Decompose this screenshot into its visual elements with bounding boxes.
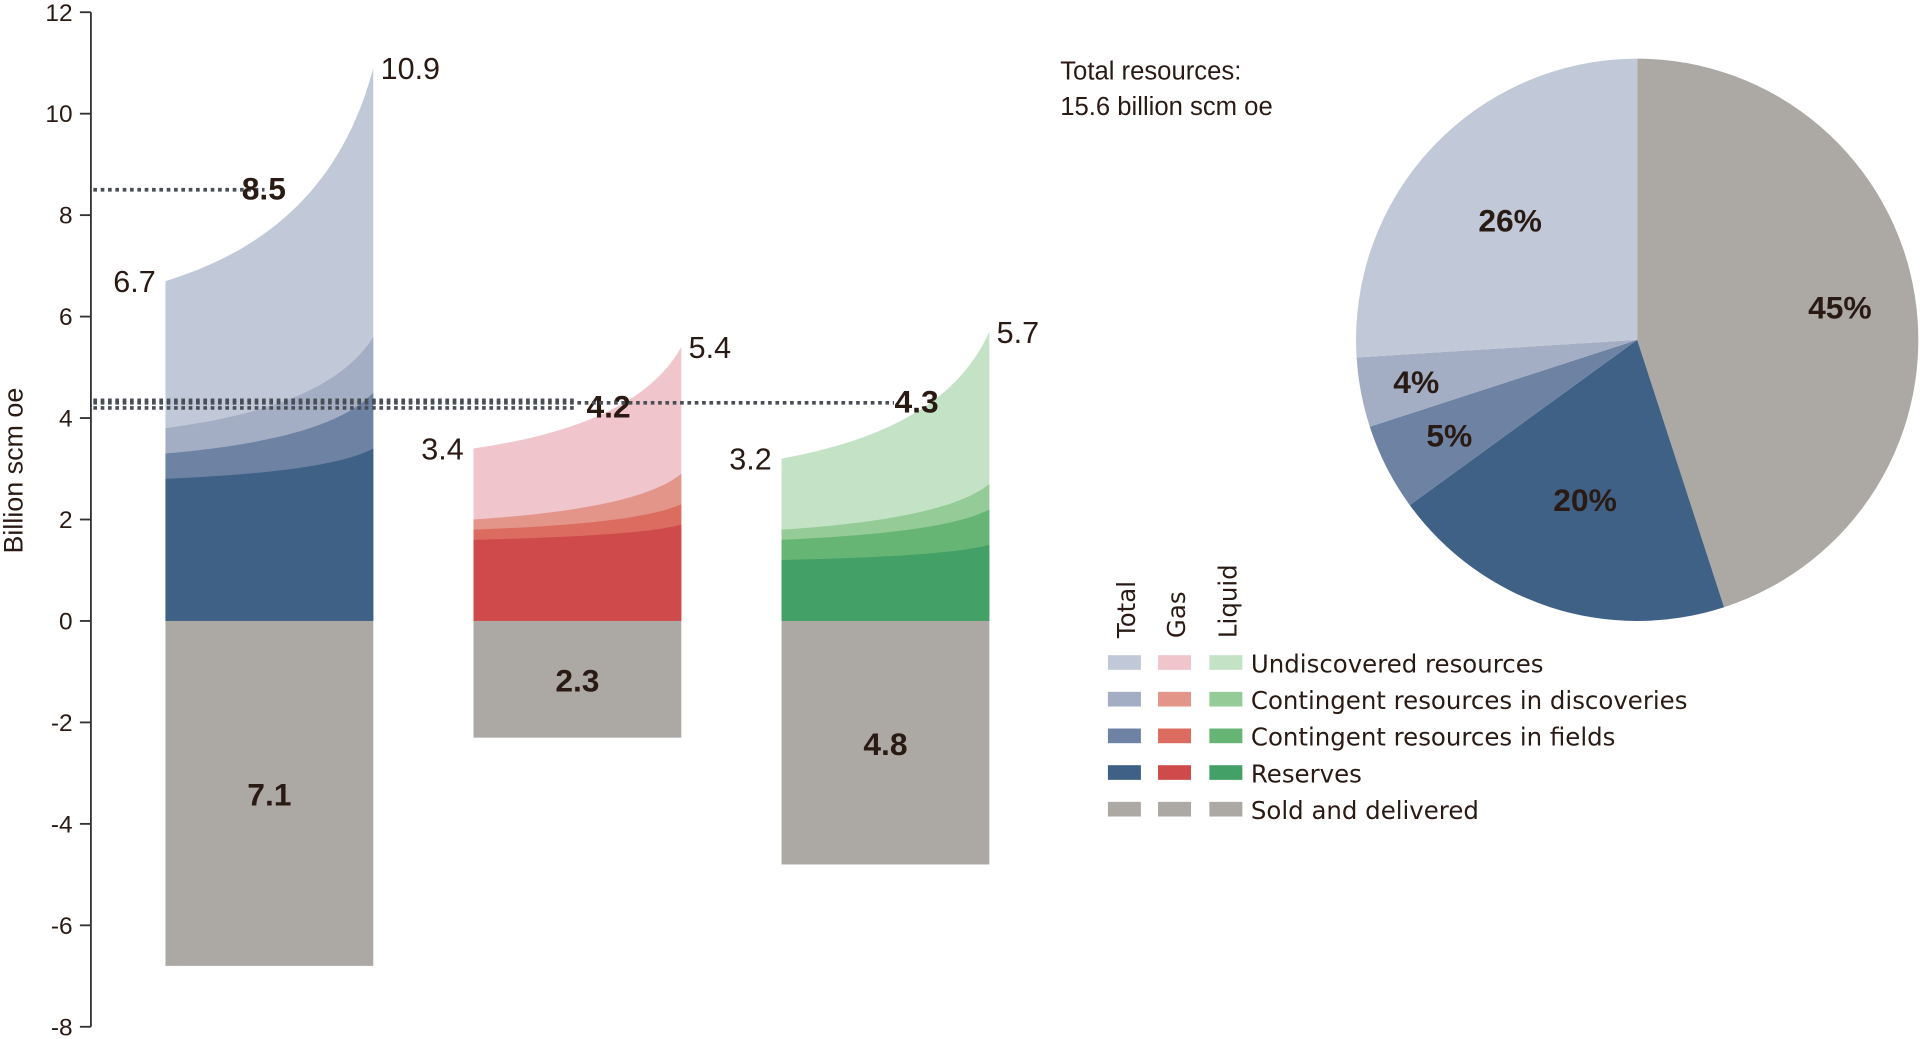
legend-swatch <box>1107 691 1141 707</box>
pie-slice <box>1356 58 1638 358</box>
bar-group-gas: 4.2 3.4 5.4 2.3 <box>93 331 731 738</box>
area-reserves <box>781 544 990 621</box>
start-value-label: 6.7 <box>113 265 155 299</box>
area-reserves <box>473 524 682 621</box>
y-tick-label: 4 <box>59 406 73 433</box>
legend-swatch <box>1107 765 1141 780</box>
y-axis: 12 10 8 6 4 2 0 -2 -4 -6 -8 <box>45 0 92 1039</box>
legend-column-header: Total <box>1112 581 1141 639</box>
pie-slice-label: 26% <box>1478 202 1542 238</box>
y-tick-label: 6 <box>59 304 73 331</box>
area-sold-and-delivered <box>781 620 990 865</box>
pie-slice-label: 45% <box>1808 290 1872 326</box>
end-value-label: 5.4 <box>689 331 731 365</box>
y-tick-label: 0 <box>59 609 73 636</box>
legend-swatch <box>1107 655 1141 670</box>
pie-slice <box>1369 339 1638 506</box>
y-tick-label: -8 <box>51 1014 73 1039</box>
legend-swatch <box>1209 765 1243 780</box>
legend-swatch <box>1209 655 1243 670</box>
area-reserves <box>165 448 374 621</box>
legend-swatch <box>1209 801 1243 817</box>
legend-swatch <box>1107 801 1141 817</box>
legend-swatch <box>1158 691 1192 707</box>
pie-chart: 45% 20% 5% 4% 26% <box>1356 58 1919 621</box>
midpoint-label: 8.5 <box>242 171 286 207</box>
end-value-label: 10.9 <box>381 52 440 86</box>
legend-entry-label: Contingent resources in discoveries <box>1251 686 1688 715</box>
pie-slice <box>1637 58 1919 608</box>
legend-entry-label: Reserves <box>1251 759 1362 788</box>
pie-title: Total resources: <box>1060 57 1241 85</box>
legend: Total Gas Liquid Undiscovered resources Cont… <box>1107 564 1688 825</box>
y-tick-label: 10 <box>45 101 72 128</box>
bar-group-liquid: 4.3 3.2 5.7 4.8 <box>93 316 1039 865</box>
legend-swatch <box>1209 728 1243 744</box>
legend-swatch <box>1209 691 1243 707</box>
pie-subtitle: 15.6 billion scm oe <box>1060 93 1273 121</box>
area-sold-and-delivered <box>165 620 374 966</box>
pie-slice-label: 20% <box>1553 482 1617 518</box>
legend-swatch <box>1107 728 1141 744</box>
pie-slice-label: 4% <box>1393 364 1439 400</box>
area-sold-and-delivered <box>473 620 682 738</box>
legend-entry-label: Sold and delivered <box>1251 796 1479 825</box>
start-value-label: 3.2 <box>729 443 771 477</box>
y-tick-label: -4 <box>51 811 73 838</box>
y-tick-label: 8 <box>59 203 73 230</box>
bars: 8.5 6.7 10.9 7.1 4.2 3.4 5.4 2.3 4.3 3.2 5.7 4.8 <box>93 52 1039 966</box>
legend-entry-label: Contingent resources in fields <box>1251 723 1615 752</box>
y-axis-label: Billion scm oe <box>0 388 28 554</box>
legend-entry-label: Undiscovered resources <box>1251 649 1544 678</box>
pie-slice-label: 5% <box>1426 418 1472 454</box>
sold-value-label: 7.1 <box>247 777 291 813</box>
y-tick-label: -2 <box>51 710 73 737</box>
midpoint-label: 4.3 <box>895 384 939 420</box>
sold-value-label: 2.3 <box>555 663 599 699</box>
pie-slice <box>1409 339 1725 621</box>
legend-swatch <box>1158 728 1192 744</box>
midpoint-label: 4.2 <box>586 389 630 425</box>
pie-slice <box>1356 339 1638 427</box>
legend-swatch <box>1158 801 1192 817</box>
legend-column-header: Liquid <box>1213 564 1242 638</box>
legend-swatch <box>1158 765 1192 780</box>
sold-value-label: 4.8 <box>863 726 907 762</box>
y-tick-label: 12 <box>45 0 72 27</box>
bar-group-total: 8.5 6.7 10.9 7.1 <box>93 52 440 966</box>
start-value-label: 3.4 <box>421 432 463 466</box>
y-tick-label: 2 <box>59 507 73 534</box>
end-value-label: 5.7 <box>997 316 1039 350</box>
y-tick-label: -6 <box>51 913 73 940</box>
legend-column-header: Gas <box>1162 591 1191 638</box>
legend-swatch <box>1158 655 1192 670</box>
